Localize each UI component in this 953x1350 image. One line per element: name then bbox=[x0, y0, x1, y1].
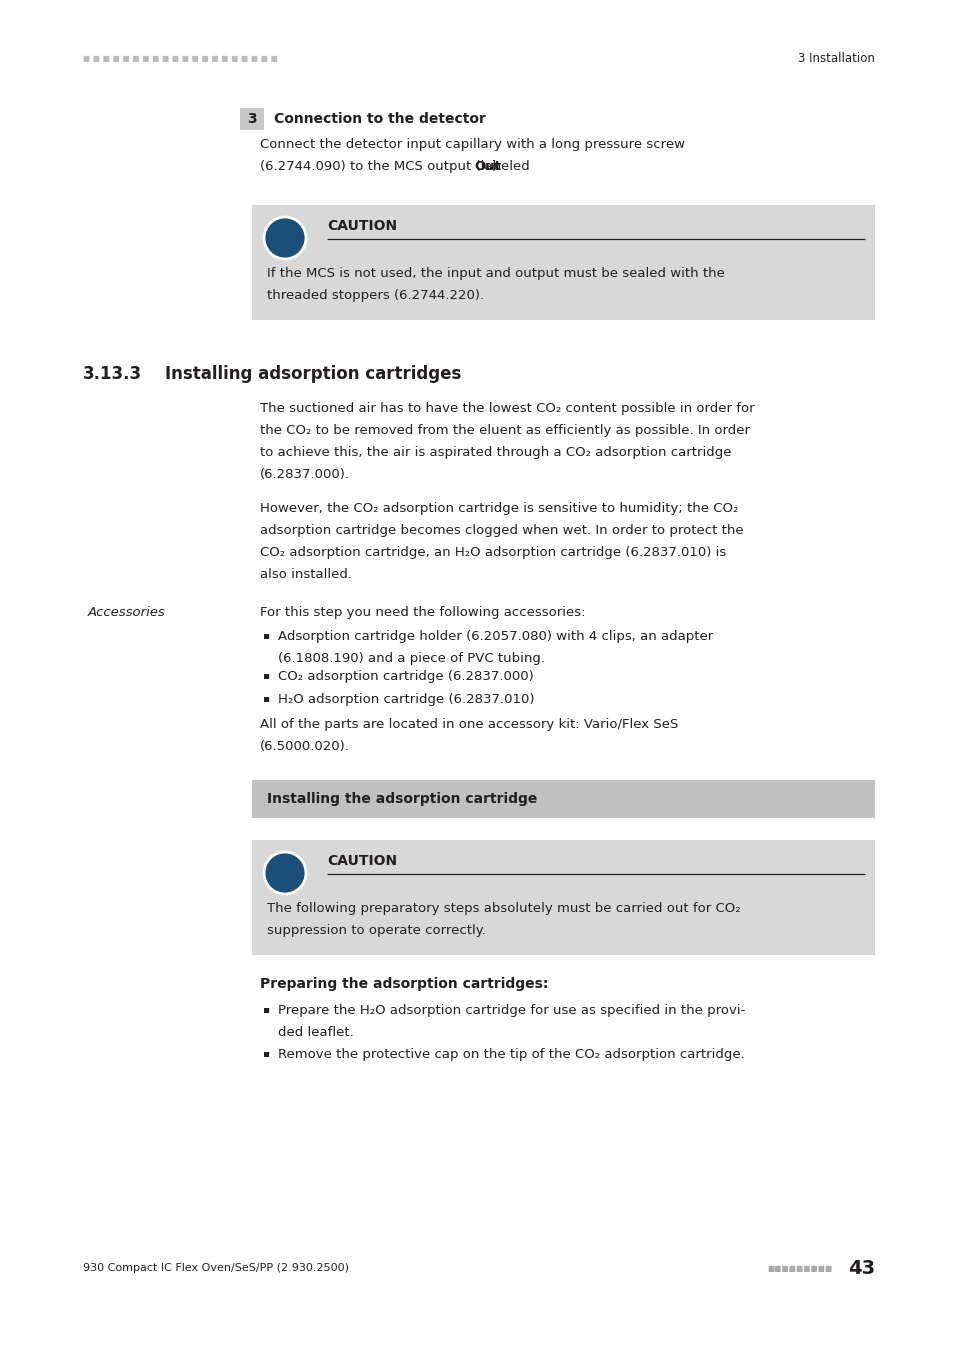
Text: the CO₂ to be removed from the eluent as efficiently as possible. In order: the CO₂ to be removed from the eluent as… bbox=[260, 424, 749, 437]
Text: adsorption cartridge becomes clogged when wet. In order to protect the: adsorption cartridge becomes clogged whe… bbox=[260, 524, 742, 537]
Text: Connection to the detector: Connection to the detector bbox=[274, 112, 485, 126]
Text: The suctioned air has to have the lowest CO₂ content possible in order for: The suctioned air has to have the lowest… bbox=[260, 402, 754, 414]
Text: Connect the detector input capillary with a long pressure screw: Connect the detector input capillary wit… bbox=[260, 138, 684, 151]
Bar bbox=[240, 108, 264, 130]
Text: ▪: ▪ bbox=[262, 1048, 269, 1058]
Circle shape bbox=[264, 217, 306, 259]
Text: ).: ). bbox=[492, 161, 500, 173]
Text: to achieve this, the air is aspirated through a CO₂ adsorption cartridge: to achieve this, the air is aspirated th… bbox=[260, 446, 731, 459]
Text: ▪: ▪ bbox=[262, 1004, 269, 1014]
Text: Remove the protective cap on the tip of the CO₂ adsorption cartridge.: Remove the protective cap on the tip of … bbox=[277, 1048, 744, 1061]
Text: H₂O adsorption cartridge (6.2837.010): H₂O adsorption cartridge (6.2837.010) bbox=[277, 693, 534, 706]
Text: However, the CO₂ adsorption cartridge is sensitive to humidity; the CO₂: However, the CO₂ adsorption cartridge is… bbox=[260, 502, 738, 514]
Text: ▪: ▪ bbox=[262, 670, 269, 680]
Text: (6.2744.090) to the MCS output (labeled: (6.2744.090) to the MCS output (labeled bbox=[260, 161, 534, 173]
Text: 43: 43 bbox=[847, 1258, 874, 1277]
Text: !: ! bbox=[280, 228, 289, 247]
Text: ded leaflet.: ded leaflet. bbox=[277, 1026, 354, 1040]
Text: ■ ■ ■ ■ ■ ■ ■ ■ ■ ■ ■ ■ ■ ■ ■ ■ ■ ■ ■ ■: ■ ■ ■ ■ ■ ■ ■ ■ ■ ■ ■ ■ ■ ■ ■ ■ ■ ■ ■ ■ bbox=[83, 54, 277, 62]
Text: CO₂ adsorption cartridge, an H₂O adsorption cartridge (6.2837.010) is: CO₂ adsorption cartridge, an H₂O adsorpt… bbox=[260, 545, 725, 559]
Text: For this step you need the following accessories:: For this step you need the following acc… bbox=[260, 606, 585, 620]
Text: Out: Out bbox=[474, 161, 500, 173]
Bar bbox=[252, 205, 874, 320]
Text: Installing adsorption cartridges: Installing adsorption cartridges bbox=[165, 364, 461, 383]
Text: 3.13.3: 3.13.3 bbox=[83, 364, 142, 383]
Text: Adsorption cartridge holder (6.2057.080) with 4 clips, an adapter: Adsorption cartridge holder (6.2057.080)… bbox=[277, 630, 713, 643]
Text: 3: 3 bbox=[247, 112, 256, 126]
Text: Prepare the H₂O adsorption cartridge for use as specified in the provi-: Prepare the H₂O adsorption cartridge for… bbox=[277, 1004, 744, 1017]
Text: Accessories: Accessories bbox=[88, 606, 166, 620]
Text: Installing the adsorption cartridge: Installing the adsorption cartridge bbox=[267, 792, 537, 806]
Text: (6.1808.190) and a piece of PVC tubing.: (6.1808.190) and a piece of PVC tubing. bbox=[277, 652, 544, 666]
Bar bbox=[252, 840, 874, 954]
Text: If the MCS is not used, the input and output must be sealed with the: If the MCS is not used, the input and ou… bbox=[267, 267, 724, 279]
Text: All of the parts are located in one accessory kit: Vario/Flex SeS: All of the parts are located in one acce… bbox=[260, 718, 678, 730]
Text: ▪: ▪ bbox=[262, 693, 269, 703]
Circle shape bbox=[264, 852, 306, 894]
Text: !: ! bbox=[280, 864, 289, 883]
Text: threaded stoppers (6.2744.220).: threaded stoppers (6.2744.220). bbox=[267, 289, 483, 302]
Text: The following preparatory steps absolutely must be carried out for CO₂: The following preparatory steps absolute… bbox=[267, 902, 740, 915]
Text: ▪: ▪ bbox=[262, 630, 269, 640]
Text: 930 Compact IC Flex Oven/SeS/PP (2.930.2500): 930 Compact IC Flex Oven/SeS/PP (2.930.2… bbox=[83, 1264, 349, 1273]
Text: CAUTION: CAUTION bbox=[327, 855, 396, 868]
Text: CAUTION: CAUTION bbox=[327, 219, 396, 234]
Bar bbox=[252, 780, 874, 818]
Text: Preparing the adsorption cartridges:: Preparing the adsorption cartridges: bbox=[260, 977, 548, 991]
Text: (6.2837.000).: (6.2837.000). bbox=[260, 468, 350, 481]
Text: suppression to operate correctly.: suppression to operate correctly. bbox=[267, 923, 485, 937]
Text: CO₂ adsorption cartridge (6.2837.000): CO₂ adsorption cartridge (6.2837.000) bbox=[277, 670, 533, 683]
Text: also installed.: also installed. bbox=[260, 568, 352, 580]
Text: (6.5000.020).: (6.5000.020). bbox=[260, 740, 350, 753]
Text: ■■■■■■■■■: ■■■■■■■■■ bbox=[767, 1264, 832, 1273]
Text: 3 Installation: 3 Installation bbox=[798, 51, 874, 65]
